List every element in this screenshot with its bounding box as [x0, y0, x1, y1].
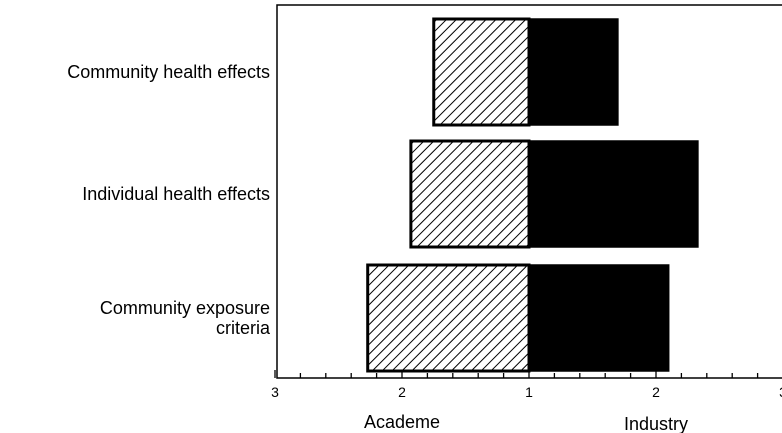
category-label: Community health effects	[67, 62, 270, 82]
category-label: criteria	[216, 318, 271, 338]
axis-label-industry: Industry	[624, 414, 688, 433]
bar-academe-1	[432, 17, 531, 127]
category-label: Individual health effects	[82, 184, 270, 204]
bar-industry-1	[528, 18, 619, 126]
plot-frame	[276, 4, 782, 379]
axis-label-academe: Academe	[364, 412, 440, 432]
tick-label-right-3: 3	[779, 384, 782, 400]
category-label: Community exposure	[100, 298, 270, 318]
tick-label-left-3: 3	[271, 384, 279, 400]
tick-label-left-2: 2	[398, 384, 406, 400]
bar-academe-3	[366, 263, 531, 373]
tick-label-center-1: 1	[525, 384, 533, 400]
tick-label-right-2: 2	[652, 384, 660, 400]
bar-academe-2	[409, 139, 531, 249]
bar-industry-3	[528, 264, 670, 372]
bar-industry-2	[528, 140, 699, 248]
